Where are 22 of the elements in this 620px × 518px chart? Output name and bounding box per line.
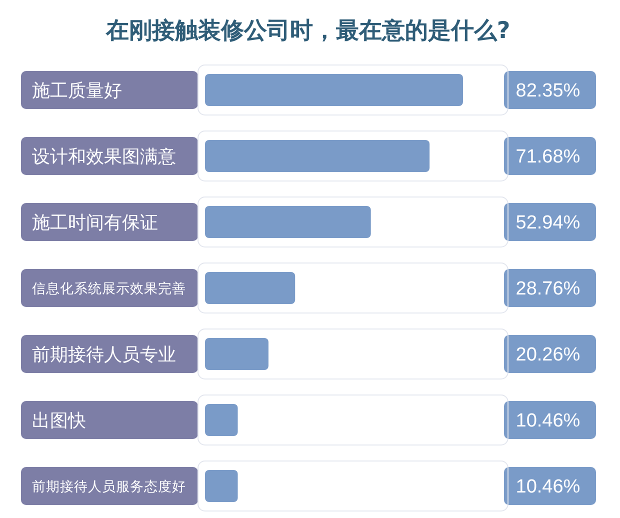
- y-tick-label: 出图快: [32, 410, 86, 432]
- y-tick-label: 前期接待人员专业: [32, 344, 176, 366]
- data-label: 82.35%: [516, 80, 580, 102]
- y-tick-label: 前期接待人员服务态度好: [32, 478, 186, 495]
- y-tick-label: 施工时间有保证: [32, 212, 158, 234]
- data-label: 28.76%: [516, 278, 580, 300]
- y-tick-label: 设计和效果图满意: [32, 146, 176, 168]
- y-tick-label: 施工质量好: [32, 80, 122, 102]
- bar: [205, 404, 238, 436]
- data-label: 71.68%: [516, 146, 580, 168]
- data-label: 52.94%: [516, 212, 580, 234]
- data-label: 20.26%: [516, 344, 580, 366]
- bar: [205, 74, 463, 106]
- chart-title: 在刚接触装修公司时，最在意的是什么?: [104, 18, 510, 44]
- bar: [205, 206, 371, 238]
- data-label: 10.46%: [516, 476, 580, 498]
- bar: [205, 470, 238, 502]
- bar: [205, 140, 430, 172]
- bar: [205, 272, 296, 304]
- data-label: 10.46%: [516, 410, 580, 432]
- y-tick-label: 信息化系统展示效果完善: [32, 280, 186, 297]
- bar: [205, 338, 268, 370]
